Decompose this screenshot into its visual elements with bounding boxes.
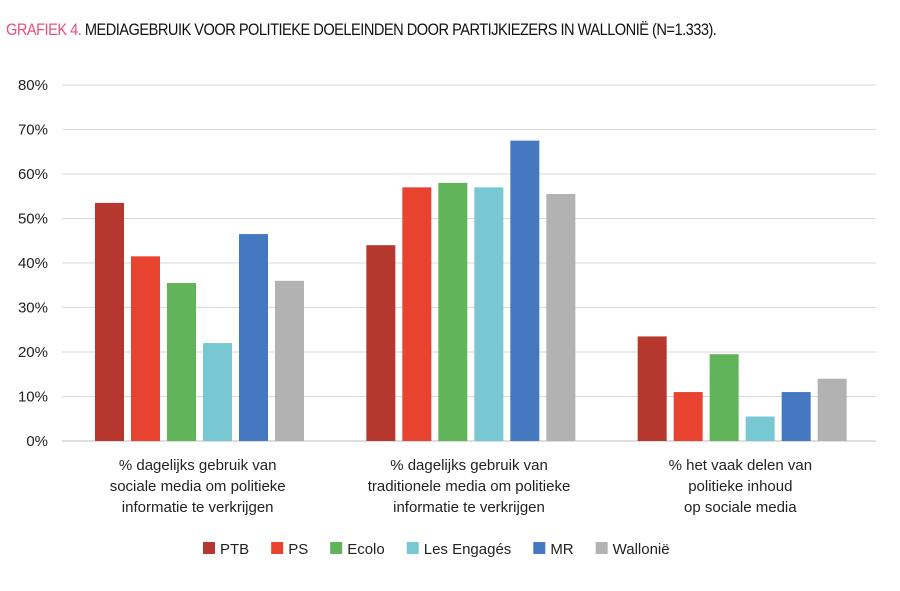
category-label: % het vaak delen van bbox=[669, 457, 812, 474]
y-tick-label: 30% bbox=[18, 300, 48, 317]
bar-ptb bbox=[366, 245, 396, 441]
y-tick-label: 40% bbox=[18, 255, 48, 272]
bar-les-engagés bbox=[203, 343, 232, 441]
bar-ps bbox=[131, 256, 160, 441]
category-label: informatie te verkrijgen bbox=[393, 499, 545, 516]
bar-les-engagés bbox=[745, 416, 775, 441]
y-tick-label: 0% bbox=[26, 433, 48, 450]
y-tick-label: 80% bbox=[18, 77, 48, 94]
legend-swatch bbox=[533, 542, 546, 554]
legend-swatch bbox=[595, 542, 608, 554]
bar-ecolo bbox=[709, 354, 739, 441]
bar-wallonië bbox=[817, 378, 847, 441]
category-label: traditionele media om politieke bbox=[368, 478, 571, 495]
y-tick-label: 10% bbox=[18, 389, 48, 406]
legend-label: MR bbox=[550, 541, 573, 558]
y-tick-label: 20% bbox=[18, 344, 48, 361]
title-prefix: GRAFIEK 4. bbox=[6, 20, 82, 39]
bar-ptb bbox=[637, 336, 667, 441]
legend-label: Les Engagés bbox=[424, 541, 512, 558]
y-tick-label: 70% bbox=[18, 122, 48, 139]
category-label: % dagelijks gebruik van bbox=[119, 457, 277, 474]
legend-label: Ecolo bbox=[347, 541, 385, 558]
bar-ptb bbox=[95, 202, 124, 441]
bar-les-engagés bbox=[474, 187, 504, 441]
category-label: informatie te verkrijgen bbox=[122, 499, 274, 516]
legend-swatch bbox=[271, 542, 284, 554]
legend-label: PS bbox=[288, 541, 308, 558]
bar-mr bbox=[781, 392, 811, 441]
legend-swatch bbox=[330, 542, 343, 554]
title-text: MEDIAGEBRUIK VOOR POLITIEKE DOELEINDEN D… bbox=[84, 20, 717, 39]
chart-title: GRAFIEK 4. MEDIAGEBRUIK VOOR POLITIEKE D… bbox=[6, 20, 717, 40]
bar-ps bbox=[673, 392, 703, 441]
bar-mr bbox=[239, 234, 268, 441]
legend-label: PTB bbox=[220, 541, 249, 558]
y-tick-label: 50% bbox=[18, 211, 48, 228]
bar-ps bbox=[402, 187, 432, 441]
bar-mr bbox=[510, 140, 540, 441]
bar-wallonië bbox=[275, 280, 304, 441]
y-tick-label: 60% bbox=[18, 166, 48, 183]
bar-ecolo bbox=[438, 182, 468, 441]
category-label: politieke inhoud bbox=[688, 478, 792, 495]
legend-swatch bbox=[406, 542, 419, 554]
category-label: sociale media om politieke bbox=[110, 478, 286, 495]
legend-label: Wallonië bbox=[613, 541, 670, 558]
bar-ecolo bbox=[167, 283, 196, 441]
legend-swatch bbox=[203, 542, 215, 554]
bar-wallonië bbox=[546, 194, 576, 441]
category-label: % dagelijks gebruik van bbox=[390, 457, 548, 474]
category-label: op sociale media bbox=[684, 499, 797, 516]
